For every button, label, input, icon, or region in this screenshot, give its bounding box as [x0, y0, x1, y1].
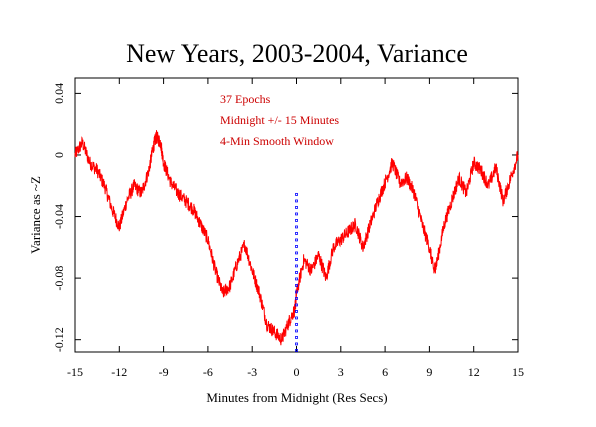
x-tick-label: 15 [512, 365, 524, 379]
x-tick-label: -15 [67, 365, 83, 379]
midnight-marker-dot [295, 251, 298, 255]
x-tick-label: 9 [426, 365, 432, 379]
midnight-marker-dot [295, 297, 298, 300]
midnight-marker-dot [295, 219, 298, 222]
midnight-marker-dot [295, 199, 298, 203]
x-axis-label: Minutes from Midnight (Res Secs) [206, 390, 387, 405]
midnight-marker-dot [295, 310, 298, 313]
annotation-smoothing: 4-Min Smooth Window [220, 134, 334, 148]
midnight-marker-dot [295, 277, 298, 281]
midnight-marker-dot [295, 303, 298, 307]
midnight-marker-dot [295, 342, 298, 346]
annotation-epochs: 37 Epochs [220, 92, 271, 106]
y-axis-label: Variance as ~Z [28, 176, 43, 254]
midnight-marker-dot [295, 193, 298, 196]
midnight-marker-dot [295, 206, 298, 209]
x-tick-label: 3 [338, 365, 344, 379]
midnight-marker-dot [295, 271, 298, 274]
y-tick-label: -0.08 [52, 266, 66, 291]
x-axis-ticks [74, 78, 519, 352]
x-tick-label: -9 [159, 365, 169, 379]
series-layer [74, 130, 519, 352]
variance-series-line [74, 130, 519, 346]
annotation-window: Midnight +/- 15 Minutes [220, 113, 339, 127]
midnight-marker-dot [295, 225, 298, 229]
midnight-marker-dot [295, 284, 298, 287]
midnight-marker-dot [295, 264, 298, 268]
midnight-marker-dot [295, 316, 298, 320]
midnight-marker-dot [295, 323, 298, 326]
x-tick-label: -6 [203, 365, 213, 379]
midnight-marker-dot [295, 232, 298, 235]
y-tick-label: 0 [52, 152, 66, 158]
midnight-marker-dot [295, 349, 298, 352]
x-tick-label: -3 [247, 365, 257, 379]
y-axis-tick-labels: 0.04 0 -0.04 -0.08 -0.12 [52, 83, 66, 352]
midnight-marker-dot [295, 258, 298, 261]
y-tick-label: -0.04 [52, 204, 66, 229]
midnight-marker-dot [295, 336, 298, 339]
midnight-marker-dot [295, 245, 298, 248]
midnight-marker-dot [295, 212, 298, 216]
chart-title: New Years, 2003-2004, Variance [126, 39, 468, 68]
midnight-marker-dot [295, 329, 298, 333]
midnight-marker-dot [295, 238, 298, 242]
midnight-marker-dot [295, 290, 298, 294]
x-tick-label: 12 [468, 365, 480, 379]
x-axis-tick-labels: -15 -12 -9 -6 -3 0 3 6 9 12 15 [67, 365, 524, 379]
x-tick-label: 0 [294, 365, 300, 379]
x-tick-label: -12 [111, 365, 127, 379]
y-tick-label: -0.12 [52, 327, 66, 352]
x-tick-label: 6 [382, 365, 388, 379]
y-tick-label: 0.04 [52, 83, 66, 104]
